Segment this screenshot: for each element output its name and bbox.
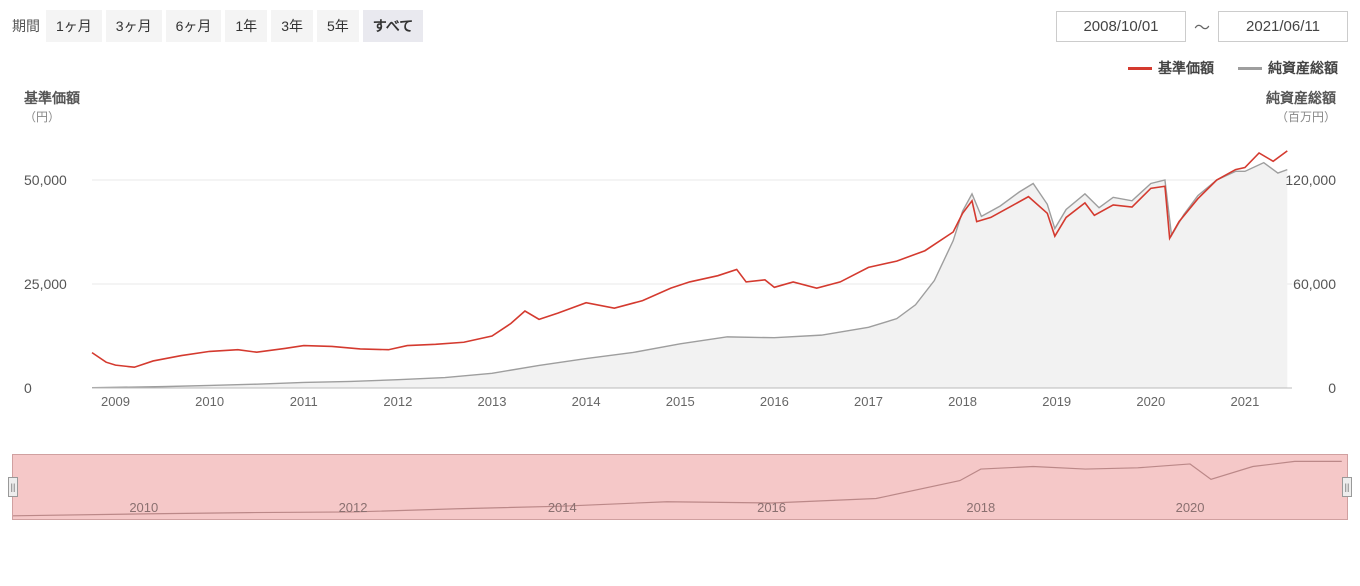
legend: 基準価額 純資産総額 [12,58,1348,78]
x-tick: 2009 [101,394,130,409]
left-axis-unit: （円） [24,108,80,125]
y-tick-left: 50,000 [24,172,67,188]
nav-tick: 2010 [129,500,158,515]
legend-line-price [1128,67,1152,70]
left-axis-title: 基準価額 [24,88,80,108]
navigator-handle-right[interactable]: || [1342,477,1352,497]
period-button-5[interactable]: 5年 [317,10,359,42]
main-chart: 基準価額 （円） 純資産総額 （百万円） 025,00050,000 060,0… [12,88,1348,448]
fund-chart-container: 期間 1ヶ月3ヶ月6ヶ月1年3年5年すべて ～ 基準価額 純資産総額 基準価額 … [0,0,1360,586]
legend-label-assets: 純資産総額 [1268,58,1338,78]
left-axis-titles: 基準価額 （円） [24,88,80,125]
x-tick: 2011 [290,394,318,409]
right-axis-unit: （百万円） [1266,108,1336,125]
period-button-3[interactable]: 1年 [225,10,267,42]
top-bar: 期間 1ヶ月3ヶ月6ヶ月1年3年5年すべて ～ [12,8,1348,44]
x-axis: 2009 2010 2011 2012 2013 2014 2015 2016 2017 2018… [12,394,1348,418]
period-button-4[interactable]: 3年 [271,10,313,42]
date-end-input[interactable] [1218,11,1348,42]
nav-tick: 2020 [1176,500,1205,515]
date-separator: ～ [1194,14,1210,38]
x-tick: 2018 [948,394,977,409]
chart-svg[interactable] [12,128,1348,428]
x-tick: 2020 [1136,394,1165,409]
legend-line-assets [1238,67,1262,70]
x-tick: 2010 [195,394,224,409]
y-tick-right: 120,000 [1285,172,1336,188]
nav-tick: 2018 [966,500,995,515]
x-tick: 2015 [666,394,695,409]
x-tick: 2016 [760,394,789,409]
period-buttons: 1ヶ月3ヶ月6ヶ月1年3年5年すべて [46,10,427,42]
period-label: 期間 [12,16,40,36]
date-start-input[interactable] [1056,11,1186,42]
x-tick: 2014 [572,394,601,409]
nav-tick: 2012 [339,500,368,515]
x-tick: 2013 [478,394,507,409]
nav-tick: 2016 [757,500,786,515]
x-tick: 2012 [383,394,412,409]
navigator-handle-left[interactable]: || [8,477,18,497]
x-tick: 2021 [1230,394,1259,409]
x-tick: 2019 [1042,394,1071,409]
nav-tick: 2014 [548,500,577,515]
period-button-6[interactable]: すべて [363,10,423,42]
legend-item-price: 基準価額 [1128,58,1214,78]
legend-item-assets: 純資産総額 [1238,58,1338,78]
period-button-2[interactable]: 6ヶ月 [166,10,222,42]
x-tick: 2017 [854,394,883,409]
date-range: ～ [1056,11,1348,42]
y-tick-left: 25,000 [24,276,67,292]
navigator[interactable]: 201020122014201620182020 || || [12,454,1348,520]
y-tick-right: 60,000 [1293,276,1336,292]
period-button-1[interactable]: 3ヶ月 [106,10,162,42]
legend-label-price: 基準価額 [1158,58,1214,78]
period-button-0[interactable]: 1ヶ月 [46,10,102,42]
right-axis-title: 純資産総額 [1266,88,1336,108]
navigator-svg [13,455,1347,519]
right-axis-titles: 純資産総額 （百万円） [1266,88,1336,125]
